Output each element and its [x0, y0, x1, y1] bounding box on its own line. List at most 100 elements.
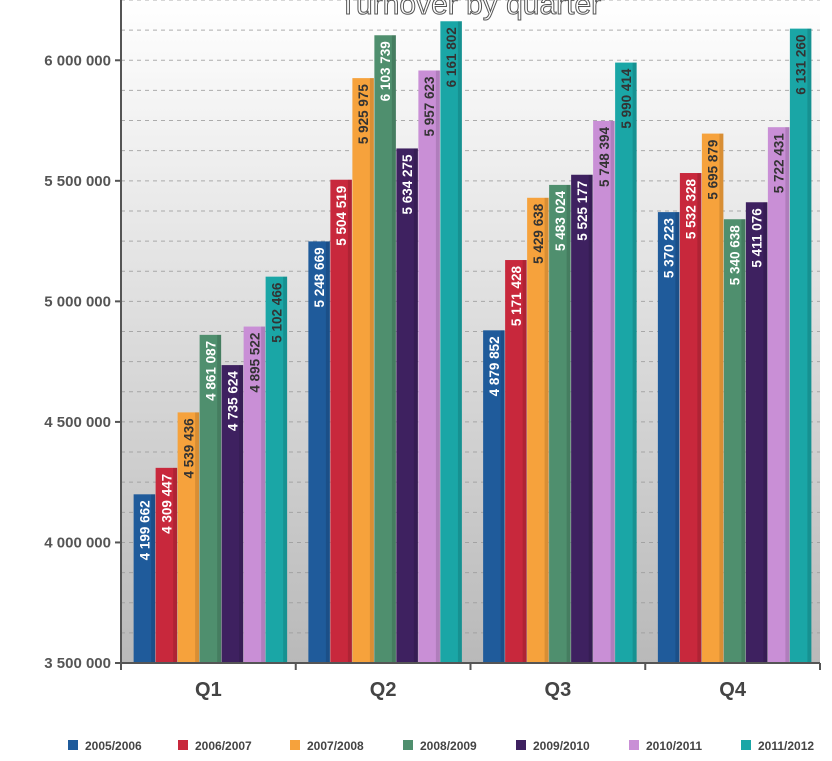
bar — [177, 412, 200, 663]
bar-shade — [239, 365, 244, 663]
legend-label: 2006/2007 — [195, 739, 252, 753]
bar — [352, 78, 374, 663]
data-label: 5 957 623 — [422, 76, 437, 137]
data-label: 5 748 394 — [597, 126, 612, 187]
bar — [155, 467, 178, 663]
data-label: 5 634 275 — [400, 154, 415, 215]
data-label: 4 309 447 — [159, 474, 174, 534]
bars: 4 199 662 4 309 447 4 539 436 4 861 087 4 73… — [133, 21, 812, 664]
legend-label: 2007/2008 — [307, 739, 364, 753]
bar-shade — [457, 21, 462, 664]
legend-swatch — [290, 740, 300, 750]
x-tick-label: Q2 — [370, 679, 397, 701]
bar — [243, 326, 266, 663]
legend-swatch — [741, 740, 751, 750]
bar-shade — [151, 494, 156, 663]
bar — [418, 70, 440, 663]
bar-shade — [632, 62, 637, 664]
legend-label: 2009/2010 — [533, 739, 590, 753]
bar — [265, 276, 288, 663]
bar — [657, 212, 680, 663]
bar-shade — [435, 70, 440, 663]
bar — [745, 202, 768, 663]
bar-shade — [610, 120, 615, 664]
bar-shade — [261, 326, 266, 663]
data-label: 5 248 669 — [312, 247, 327, 307]
bar-shade — [283, 276, 288, 663]
x-tick-label: Q4 — [719, 679, 747, 701]
data-label: 5 990 414 — [619, 68, 634, 129]
bar — [615, 62, 637, 664]
data-label: 5 532 328 — [684, 179, 699, 240]
bar — [789, 28, 812, 663]
bar-shade — [544, 197, 549, 664]
bar-shade — [391, 35, 396, 663]
data-label: 5 429 638 — [531, 203, 546, 264]
bar-shade — [697, 173, 702, 663]
x-tick-label: Q3 — [545, 679, 572, 701]
data-label: 4 539 436 — [181, 418, 196, 479]
bar-shade — [675, 212, 680, 663]
legend-swatch — [178, 740, 188, 750]
data-label: 5 102 466 — [269, 282, 284, 343]
bar-shade — [347, 179, 352, 663]
bar-shade — [500, 330, 505, 663]
data-label: 5 483 024 — [553, 190, 568, 251]
data-label: 5 171 428 — [509, 266, 524, 327]
legend-swatch — [516, 740, 526, 750]
data-label: 4 861 087 — [203, 341, 218, 401]
data-label: 4 735 624 — [225, 371, 240, 432]
axes: 3 500 000 4 000 000 4 500 000 5 000 000 5 50… — [44, 0, 821, 701]
bar-shade — [741, 219, 746, 664]
bar-shade — [195, 412, 200, 663]
bar — [440, 21, 462, 664]
data-label: 5 722 431 — [772, 133, 787, 194]
data-label: 6 131 260 — [794, 35, 809, 95]
bar-shade — [763, 202, 768, 663]
bar — [374, 35, 396, 663]
bar — [593, 120, 615, 664]
data-label: 6 161 802 — [444, 27, 459, 87]
data-label: 4 879 852 — [487, 336, 502, 396]
bar — [483, 330, 505, 663]
bar-shade — [522, 260, 527, 663]
y-tick-label: 4 500 000 — [44, 414, 111, 431]
bar — [133, 494, 156, 663]
bar — [505, 260, 527, 663]
bar — [527, 197, 549, 664]
y-tick-label: 5 000 000 — [44, 293, 111, 310]
bar — [221, 365, 244, 663]
y-tick-label: 5 500 000 — [44, 173, 111, 190]
legend-label: 2008/2009 — [420, 739, 477, 753]
data-label: 6 103 739 — [378, 41, 393, 101]
data-label: 5 525 177 — [575, 181, 590, 241]
bar — [767, 127, 790, 664]
data-label: 4 895 522 — [247, 333, 262, 393]
bar-shade — [217, 334, 222, 663]
y-tick-label: 3 500 000 — [44, 655, 111, 672]
y-tick-label: 6 000 000 — [44, 52, 111, 69]
legend: 2005/2006 2006/2007 2007/2008 2008/2009 2009… — [68, 739, 814, 753]
bar-shade — [807, 28, 812, 663]
data-label: 5 925 975 — [356, 84, 371, 145]
bar — [723, 219, 746, 664]
bar-shade — [325, 241, 330, 663]
data-label: 5 695 879 — [706, 140, 721, 200]
legend-swatch — [629, 740, 639, 750]
chart-title: Turnover by quarter — [339, 0, 601, 21]
bar — [571, 174, 593, 663]
bar — [701, 133, 724, 664]
data-label: 5 504 519 — [334, 186, 349, 246]
bar-shade — [588, 174, 593, 663]
bar — [396, 148, 418, 664]
bar-shade — [413, 148, 418, 664]
bar-shade — [785, 127, 790, 664]
y-tick-label: 4 000 000 — [44, 534, 111, 551]
bar-shade — [719, 133, 724, 664]
bar — [679, 173, 702, 663]
legend-label: 2005/2006 — [85, 739, 142, 753]
legend-label: 2010/2011 — [646, 739, 702, 753]
bar — [199, 334, 222, 663]
data-label: 5 340 638 — [728, 225, 743, 286]
